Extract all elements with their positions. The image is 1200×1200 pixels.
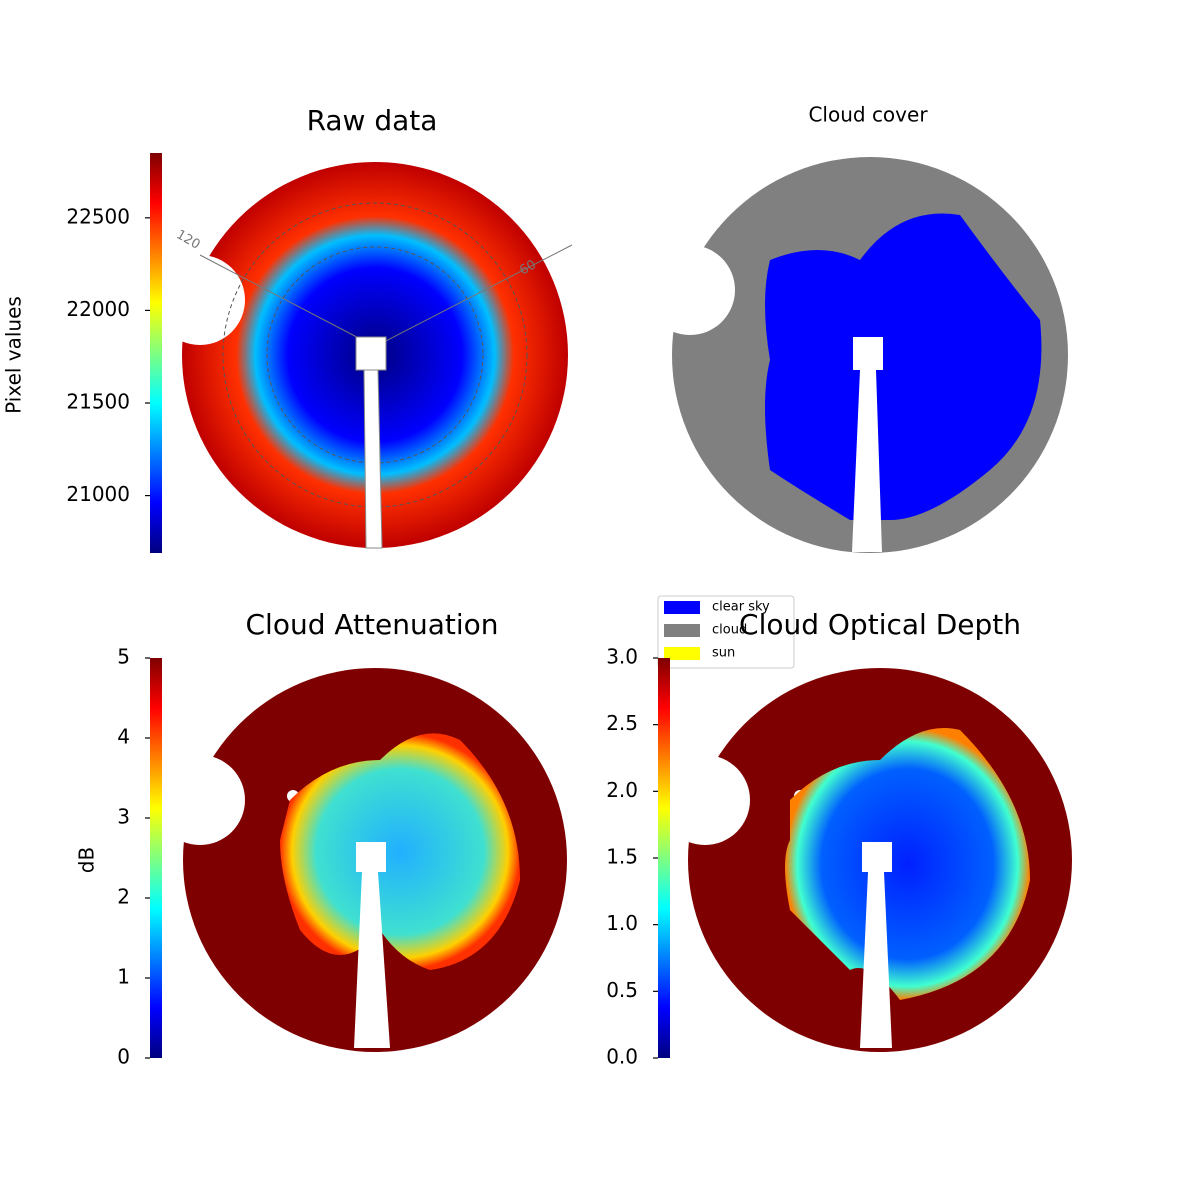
colorbar-label: Pixel values <box>2 296 26 414</box>
tick-label: 2.5 <box>606 711 638 735</box>
panel-title: Cloud Optical Depth <box>739 608 1021 641</box>
tick-label: 22000 <box>66 297 130 321</box>
legend-label: cloud <box>712 623 747 638</box>
panel-title: Cloud cover <box>808 103 928 127</box>
legend-swatch <box>664 647 700 660</box>
polar-label: 120 <box>173 227 202 252</box>
tick-label: 2.0 <box>606 778 638 802</box>
panel-title: Cloud Attenuation <box>245 608 498 641</box>
tick-label: 3.0 <box>606 645 638 669</box>
tick-label: 4 <box>117 725 130 749</box>
legend-label: sun <box>712 646 735 661</box>
tick-label: 1 <box>117 965 130 989</box>
tick-label: 1.5 <box>606 845 638 869</box>
tick-label: 21000 <box>66 482 130 506</box>
legend-swatch <box>664 624 700 637</box>
raw-image <box>155 162 573 549</box>
colorbar <box>150 658 162 1058</box>
tick-label: 21500 <box>66 390 130 414</box>
colorbar <box>150 153 162 553</box>
polar-label: 60 <box>517 257 539 278</box>
tick-label: 0.0 <box>606 1045 638 1069</box>
panel-title: Raw data <box>307 104 438 137</box>
tick-label: 3 <box>117 805 130 829</box>
attenuation-image <box>155 668 567 1052</box>
tick-label: 5 <box>117 645 130 669</box>
tick-label: 0.5 <box>606 978 638 1002</box>
cloud-cover-image <box>645 157 1068 553</box>
colorbar-label: dB <box>75 847 99 873</box>
tick-label: 0 <box>117 1045 130 1069</box>
tick-label: 22500 <box>66 204 130 228</box>
tick-label: 2 <box>117 885 130 909</box>
colorbar <box>658 658 670 1058</box>
legend-swatch <box>664 601 700 614</box>
optical-depth-image <box>660 668 1072 1052</box>
tick-label: 1.0 <box>606 911 638 935</box>
legend-label: clear sky <box>712 600 770 615</box>
legend: clear sky cloud sun <box>657 595 795 669</box>
